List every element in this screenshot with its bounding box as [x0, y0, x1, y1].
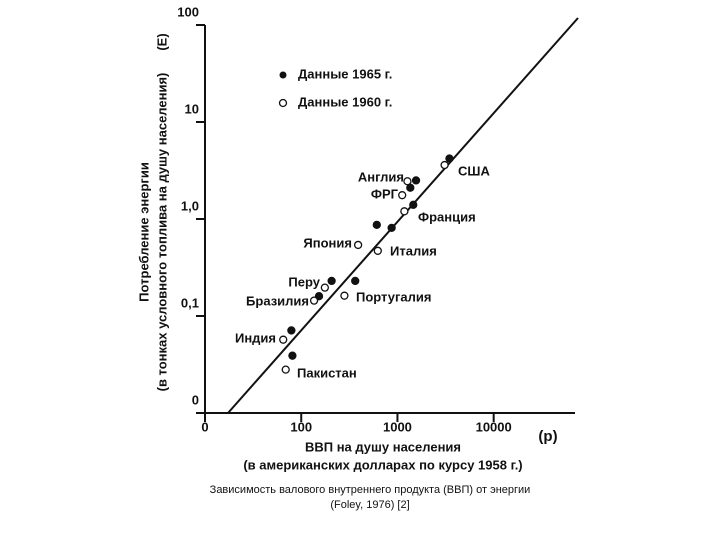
x-axis-title: ВВП на душу населения [305, 439, 461, 454]
point-annotation: Италия [390, 243, 437, 258]
data-point [440, 160, 449, 170]
trend-line [227, 17, 579, 414]
legend-label: Данные 1965 г. [298, 66, 392, 81]
data-point [372, 220, 381, 230]
y-tick-label: 100 [177, 4, 199, 19]
y-axis-title: Потребление энергии [136, 162, 151, 302]
data-point [387, 223, 396, 233]
data-point [353, 240, 363, 250]
data-point [287, 326, 296, 335]
legend-marker [278, 98, 288, 108]
y-tick-label: 0 [192, 392, 199, 407]
legend-marker [279, 71, 287, 79]
point-annotation: ФРГ [371, 186, 399, 201]
data-point [320, 283, 330, 292]
data-point [288, 351, 297, 360]
data-point [409, 200, 418, 209]
legend-label: Данные 1960 г. [298, 94, 392, 109]
x-tick-label: 100 [290, 419, 312, 434]
x-axis-subtitle: (в американских долларах по курсу 1958 г… [243, 457, 522, 472]
point-annotation: Пакистан [297, 365, 357, 380]
data-point [340, 291, 349, 300]
data-point [411, 176, 421, 185]
data-point [309, 296, 319, 305]
y-axis-subtitle: (в тонках условного топлива на душу насе… [154, 73, 169, 392]
x-tick-label: 1000 [383, 419, 412, 434]
data-point [445, 154, 454, 163]
y-tick-label: 0,1 [181, 295, 199, 310]
y-tick-label: 1,0 [181, 198, 199, 213]
point-annotation: Бразилия [246, 293, 309, 308]
x-axis-symbol: (p) [538, 428, 557, 445]
data-point [281, 365, 290, 374]
data-point [400, 207, 409, 216]
x-tick-label: 0 [201, 419, 208, 434]
data-point [279, 335, 288, 344]
y-axis-symbol: (E) [154, 33, 169, 50]
point-annotation: Португалия [356, 289, 431, 304]
point-annotation: Япония [303, 235, 352, 250]
data-point [327, 276, 336, 286]
caption: Зависимость валового внутреннего продукт… [209, 484, 531, 511]
point-annotation: Франция [418, 209, 476, 224]
data-point [314, 292, 324, 301]
data-point [373, 246, 382, 255]
x-tick-label: 10000 [476, 419, 512, 434]
data-point [351, 276, 360, 286]
data-point [403, 177, 412, 186]
point-annotation: Индия [235, 330, 276, 345]
y-tick-label: 10 [185, 101, 199, 116]
point-annotation: США [458, 163, 490, 178]
point-annotation: Англия [358, 169, 404, 184]
data-point [398, 191, 407, 200]
point-annotation: Перу [288, 274, 320, 289]
